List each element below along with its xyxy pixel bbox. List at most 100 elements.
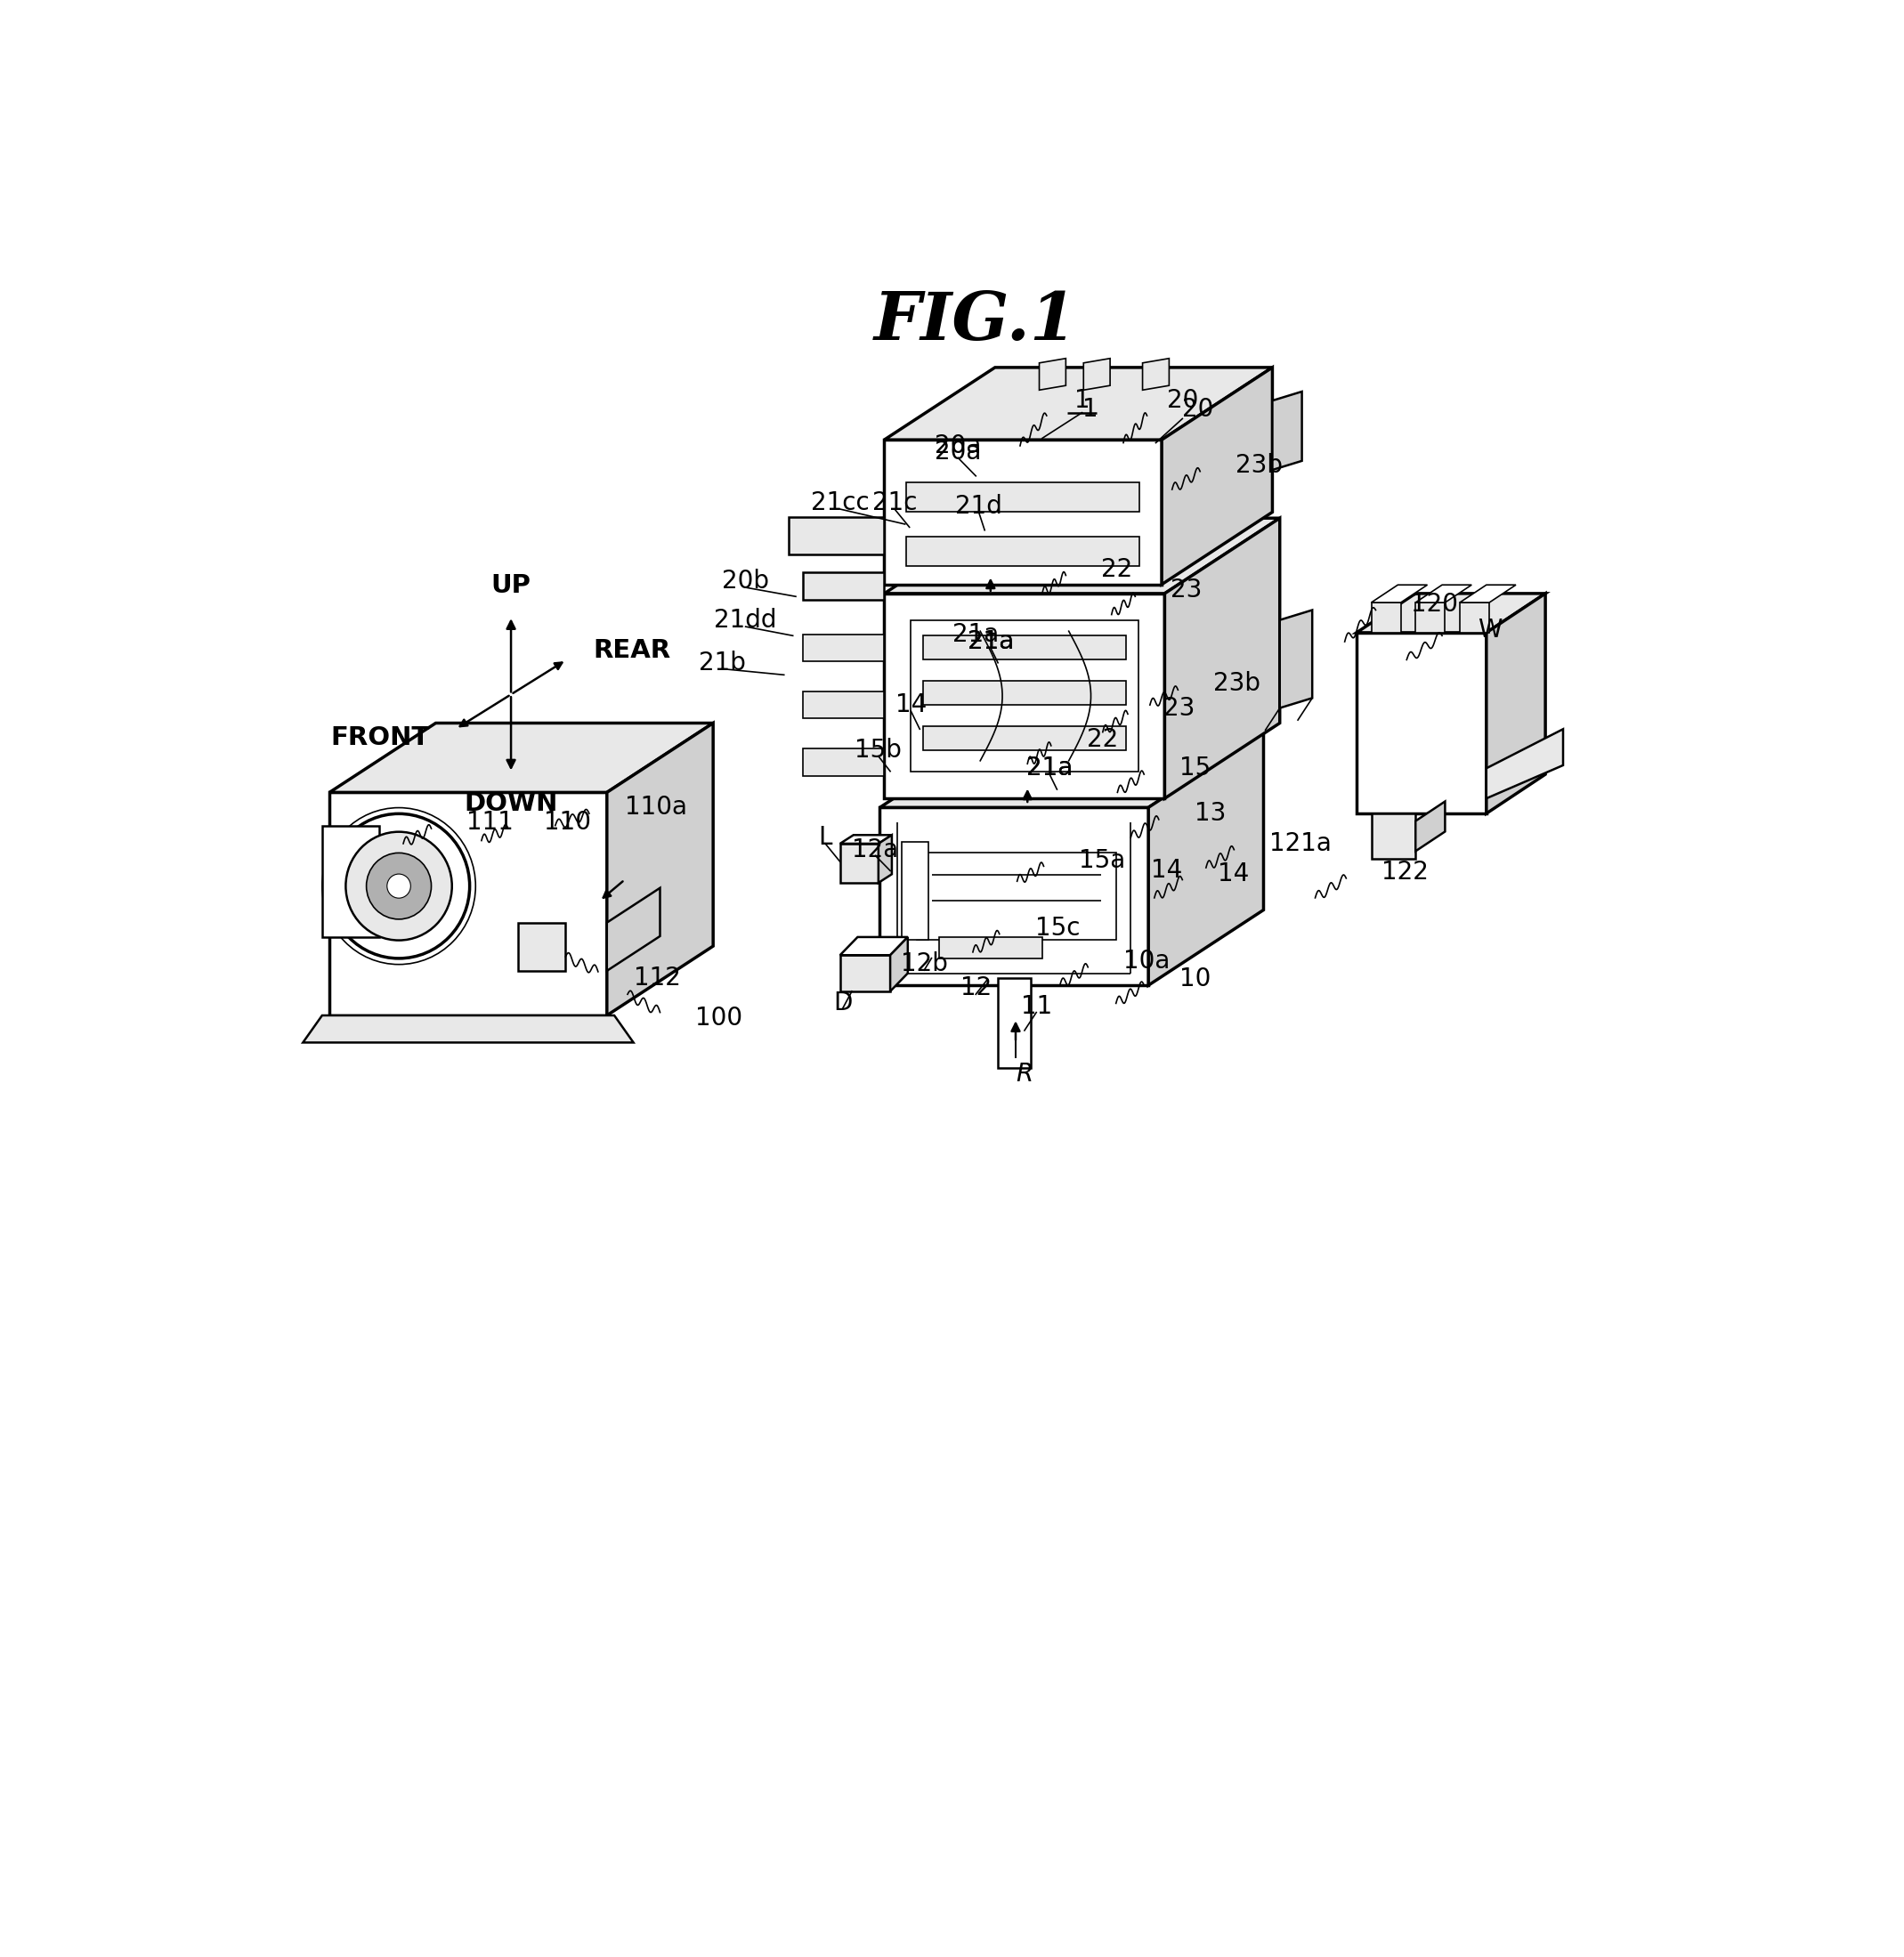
Text: 21dd: 21dd bbox=[714, 609, 777, 632]
Polygon shape bbox=[883, 368, 1272, 440]
Text: 23: 23 bbox=[1171, 577, 1201, 603]
Polygon shape bbox=[1487, 730, 1563, 798]
Text: 112: 112 bbox=[634, 965, 680, 990]
Bar bbox=[1371, 603, 1401, 632]
Polygon shape bbox=[303, 1016, 634, 1043]
Text: 100: 100 bbox=[695, 1006, 743, 1031]
Polygon shape bbox=[840, 836, 891, 843]
Polygon shape bbox=[788, 517, 883, 554]
Text: 15b: 15b bbox=[855, 738, 902, 763]
Text: 20a: 20a bbox=[935, 440, 981, 464]
Text: 110a: 110a bbox=[625, 795, 687, 820]
Polygon shape bbox=[803, 571, 883, 599]
Polygon shape bbox=[1279, 611, 1312, 708]
Bar bbox=[906, 536, 1140, 566]
Text: 14: 14 bbox=[1152, 859, 1182, 883]
Bar bbox=[923, 636, 1127, 660]
Bar bbox=[1371, 814, 1415, 859]
Polygon shape bbox=[880, 808, 1148, 984]
Text: L: L bbox=[819, 826, 832, 849]
Text: 121a: 121a bbox=[1270, 832, 1331, 855]
Bar bbox=[998, 978, 1030, 1069]
Bar bbox=[902, 842, 929, 939]
Polygon shape bbox=[329, 793, 607, 1016]
Text: 12: 12 bbox=[960, 977, 992, 1000]
Polygon shape bbox=[1460, 585, 1516, 603]
Text: 1: 1 bbox=[1081, 397, 1099, 423]
Bar bbox=[906, 481, 1140, 513]
Polygon shape bbox=[1142, 358, 1169, 389]
Text: 15a: 15a bbox=[1080, 847, 1125, 873]
Text: 12a: 12a bbox=[853, 838, 899, 863]
Polygon shape bbox=[883, 440, 1161, 585]
Polygon shape bbox=[803, 750, 883, 775]
Circle shape bbox=[327, 814, 470, 959]
Text: 21a: 21a bbox=[1026, 755, 1072, 781]
Polygon shape bbox=[840, 955, 891, 992]
Text: 10: 10 bbox=[1179, 967, 1211, 992]
Text: 20b: 20b bbox=[722, 569, 769, 593]
Polygon shape bbox=[878, 836, 891, 883]
Polygon shape bbox=[1371, 585, 1428, 603]
Text: 110: 110 bbox=[543, 810, 590, 836]
Bar bbox=[910, 620, 1139, 771]
Polygon shape bbox=[891, 937, 908, 992]
Text: 21b: 21b bbox=[699, 650, 746, 675]
Text: 10a: 10a bbox=[1123, 949, 1169, 975]
Text: 21c: 21c bbox=[872, 491, 918, 515]
Text: 23: 23 bbox=[1163, 695, 1194, 720]
Circle shape bbox=[366, 853, 432, 920]
Polygon shape bbox=[1165, 519, 1279, 798]
Polygon shape bbox=[329, 722, 714, 793]
Text: FRONT: FRONT bbox=[329, 726, 428, 750]
Polygon shape bbox=[803, 691, 883, 718]
Polygon shape bbox=[607, 722, 714, 1016]
Text: 14: 14 bbox=[895, 693, 927, 718]
Text: 120: 120 bbox=[1411, 591, 1458, 616]
Polygon shape bbox=[1272, 391, 1302, 470]
Polygon shape bbox=[883, 519, 1279, 593]
Text: FIG.1: FIG.1 bbox=[874, 290, 1078, 354]
Text: 20: 20 bbox=[1167, 387, 1198, 413]
Polygon shape bbox=[883, 593, 1165, 798]
Text: REAR: REAR bbox=[592, 638, 670, 663]
Polygon shape bbox=[840, 937, 908, 955]
Polygon shape bbox=[1083, 358, 1110, 389]
Text: DOWN: DOWN bbox=[465, 791, 558, 816]
Text: R: R bbox=[1015, 1063, 1032, 1086]
Polygon shape bbox=[1415, 802, 1445, 851]
Text: 21a: 21a bbox=[967, 630, 1013, 654]
Polygon shape bbox=[1415, 585, 1472, 603]
Bar bbox=[923, 681, 1127, 705]
Bar bbox=[923, 726, 1127, 750]
Bar bbox=[1460, 603, 1489, 632]
Bar bbox=[518, 922, 565, 971]
Text: 13: 13 bbox=[1194, 800, 1226, 826]
Polygon shape bbox=[1040, 358, 1066, 389]
Polygon shape bbox=[1148, 732, 1264, 984]
Text: 14: 14 bbox=[1219, 861, 1249, 887]
Text: 20: 20 bbox=[1182, 397, 1215, 423]
Polygon shape bbox=[1161, 368, 1272, 585]
Text: 15: 15 bbox=[1179, 755, 1211, 781]
Polygon shape bbox=[322, 826, 379, 937]
Text: 111: 111 bbox=[466, 810, 514, 836]
Circle shape bbox=[347, 832, 451, 939]
Text: 22: 22 bbox=[1087, 728, 1118, 751]
Text: 21cc: 21cc bbox=[811, 491, 870, 515]
Polygon shape bbox=[1356, 593, 1546, 632]
Circle shape bbox=[387, 875, 411, 898]
Polygon shape bbox=[840, 843, 878, 883]
Polygon shape bbox=[607, 888, 661, 971]
Polygon shape bbox=[1487, 593, 1546, 814]
Bar bbox=[939, 937, 1041, 959]
Bar bbox=[1415, 603, 1445, 632]
Text: 11: 11 bbox=[1021, 994, 1053, 1020]
Polygon shape bbox=[1356, 632, 1487, 814]
Text: 20a: 20a bbox=[935, 432, 981, 458]
Text: 1: 1 bbox=[1074, 387, 1089, 413]
Polygon shape bbox=[803, 634, 883, 661]
Text: 23b: 23b bbox=[1213, 671, 1260, 697]
Text: 122: 122 bbox=[1382, 859, 1428, 885]
Text: UP: UP bbox=[491, 573, 531, 599]
